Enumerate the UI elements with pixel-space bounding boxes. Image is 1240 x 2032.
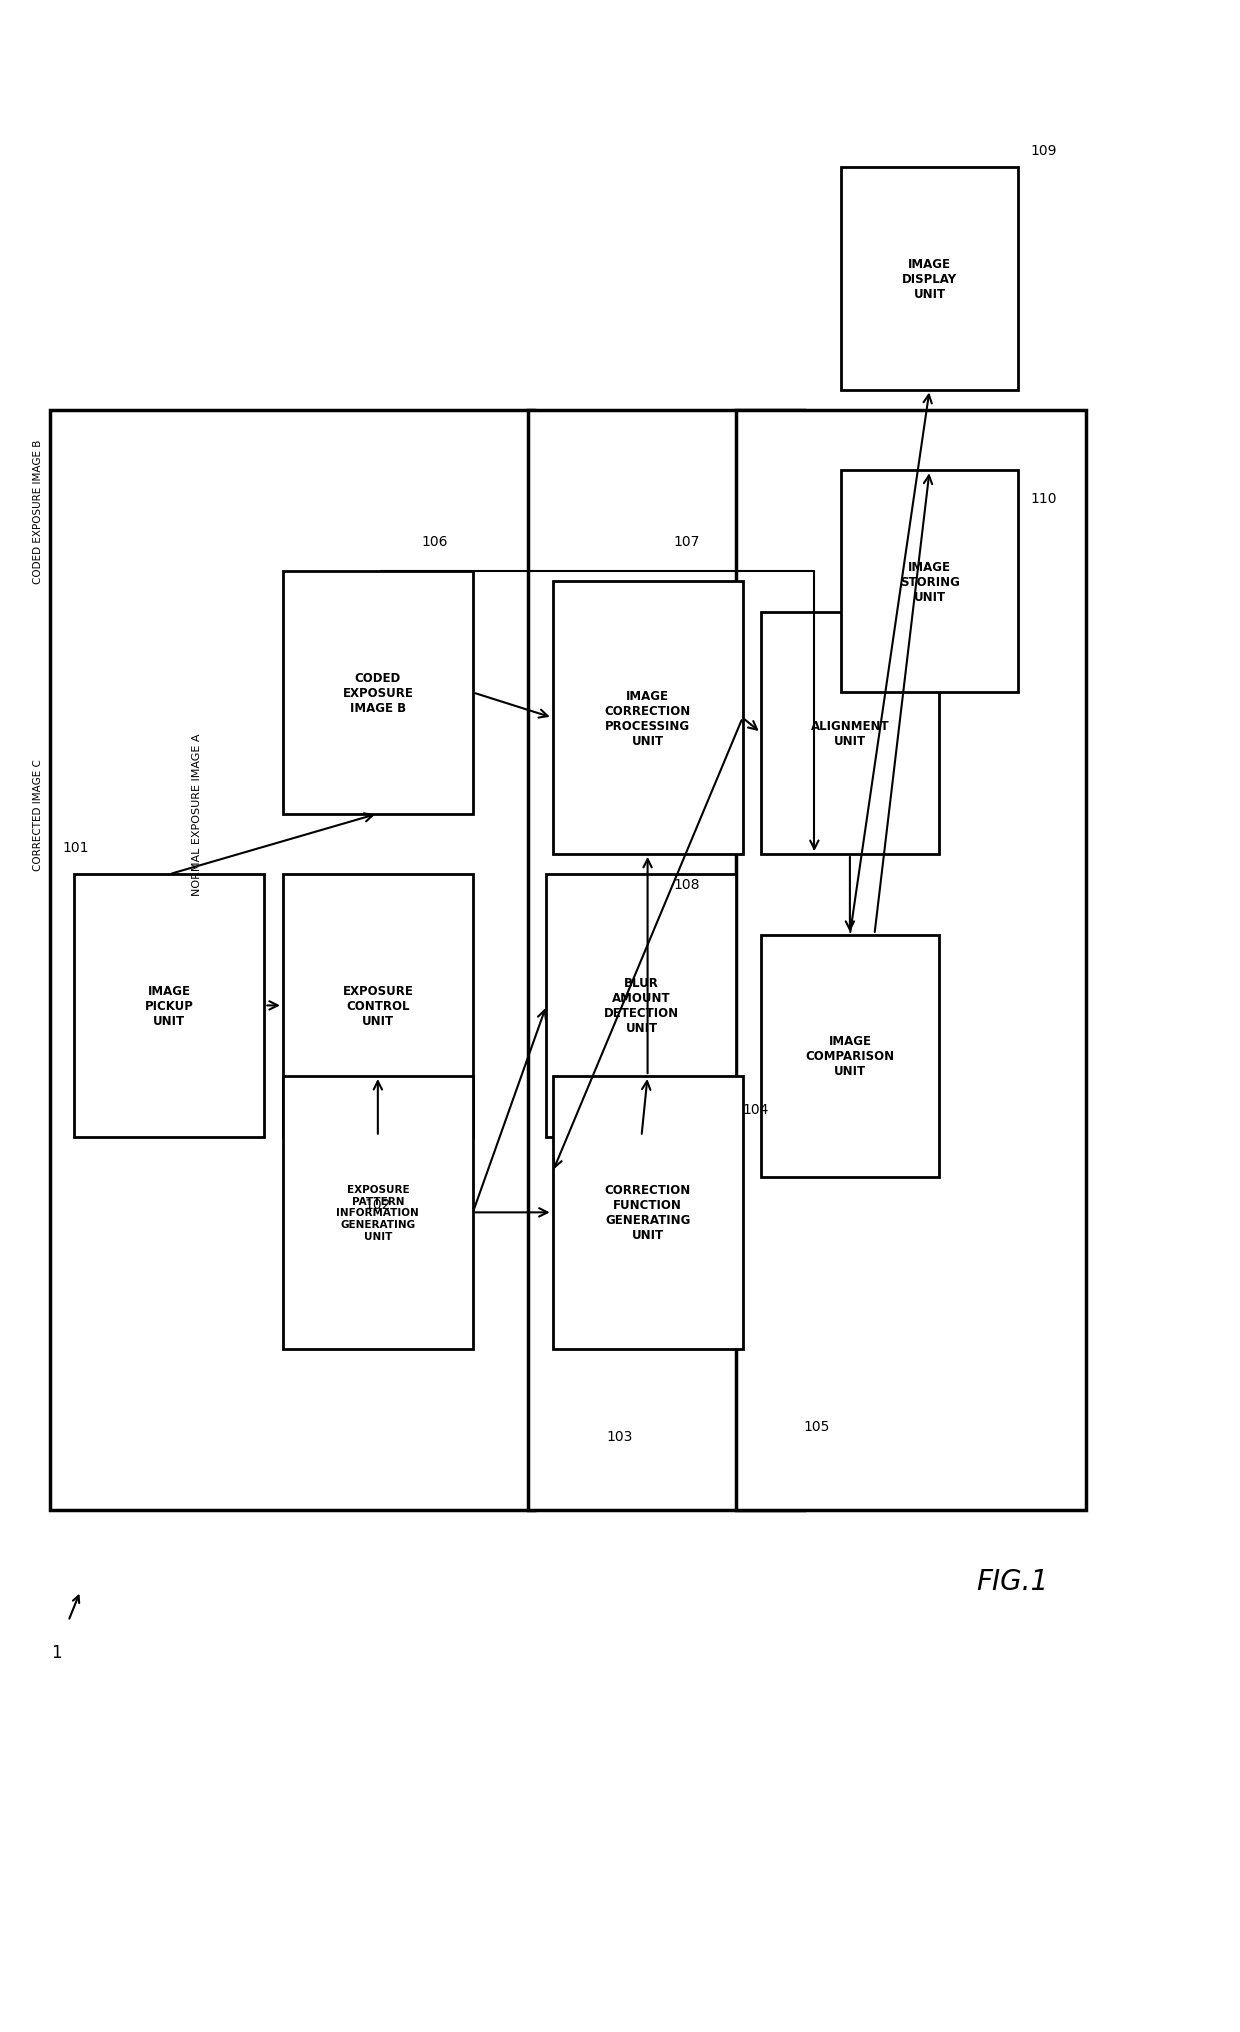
FancyBboxPatch shape [737,410,1086,1510]
Text: 103: 103 [606,1431,634,1443]
Text: 1: 1 [51,1642,61,1660]
Text: 109: 109 [1030,144,1058,158]
Text: IMAGE
STORING
UNIT: IMAGE STORING UNIT [900,561,960,604]
Text: IMAGE
CORRECTION
PROCESSING
UNIT: IMAGE CORRECTION PROCESSING UNIT [604,689,691,748]
Text: 102: 102 [365,1197,391,1211]
FancyBboxPatch shape [283,573,472,815]
Text: 110: 110 [1030,492,1058,506]
FancyBboxPatch shape [841,471,1018,693]
FancyBboxPatch shape [50,410,534,1510]
Text: CODED EXPOSURE IMAGE B: CODED EXPOSURE IMAGE B [32,439,42,583]
FancyBboxPatch shape [283,874,472,1138]
FancyBboxPatch shape [74,874,264,1138]
FancyBboxPatch shape [553,581,743,855]
Text: IMAGE
COMPARISON
UNIT: IMAGE COMPARISON UNIT [805,1034,894,1077]
FancyBboxPatch shape [547,874,737,1138]
Text: IMAGE
PICKUP
UNIT: IMAGE PICKUP UNIT [145,983,193,1028]
Text: NORMAL EXPOSURE IMAGE A: NORMAL EXPOSURE IMAGE A [192,734,202,896]
Text: 108: 108 [673,878,699,892]
Text: CODED
EXPOSURE
IMAGE B: CODED EXPOSURE IMAGE B [342,673,413,715]
Text: FIG.1: FIG.1 [976,1567,1048,1595]
FancyBboxPatch shape [283,1077,472,1349]
Text: 106: 106 [422,534,449,549]
FancyBboxPatch shape [528,410,804,1510]
Text: IMAGE
DISPLAY
UNIT: IMAGE DISPLAY UNIT [901,258,957,301]
FancyBboxPatch shape [841,169,1018,390]
Text: BLUR
AMOUNT
DETECTION
UNIT: BLUR AMOUNT DETECTION UNIT [604,977,680,1034]
Text: CORRECTION
FUNCTION
GENERATING
UNIT: CORRECTION FUNCTION GENERATING UNIT [604,1185,691,1242]
Text: 101: 101 [62,841,88,855]
Text: CORRECTED IMAGE C: CORRECTED IMAGE C [32,758,42,870]
Text: 107: 107 [673,534,699,549]
Text: ALIGNMENT
UNIT: ALIGNMENT UNIT [811,719,889,748]
Text: EXPOSURE
PATTERN
INFORMATION
GENERATING
UNIT: EXPOSURE PATTERN INFORMATION GENERATING … [336,1185,419,1242]
FancyBboxPatch shape [553,1077,743,1349]
FancyBboxPatch shape [761,935,939,1177]
Text: 104: 104 [743,1103,769,1118]
FancyBboxPatch shape [761,612,939,855]
Text: EXPOSURE
CONTROL
UNIT: EXPOSURE CONTROL UNIT [342,983,413,1028]
Text: 105: 105 [804,1420,831,1435]
